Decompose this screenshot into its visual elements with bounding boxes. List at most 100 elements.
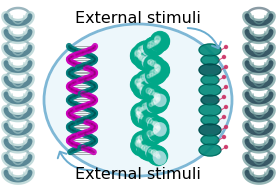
Circle shape xyxy=(131,136,150,155)
Circle shape xyxy=(140,75,146,81)
Circle shape xyxy=(153,127,159,133)
Ellipse shape xyxy=(201,115,219,125)
Circle shape xyxy=(150,70,155,76)
Circle shape xyxy=(135,140,141,146)
Circle shape xyxy=(157,125,160,129)
Circle shape xyxy=(132,132,151,151)
Circle shape xyxy=(148,149,152,153)
Circle shape xyxy=(222,95,225,98)
Circle shape xyxy=(144,85,163,104)
Ellipse shape xyxy=(201,135,219,145)
Circle shape xyxy=(149,93,168,112)
Circle shape xyxy=(155,94,160,100)
Circle shape xyxy=(150,118,169,137)
Circle shape xyxy=(148,129,160,141)
Circle shape xyxy=(148,148,160,160)
Circle shape xyxy=(153,151,158,156)
Circle shape xyxy=(149,99,161,111)
Circle shape xyxy=(153,130,157,134)
Circle shape xyxy=(149,73,153,77)
Circle shape xyxy=(154,64,158,67)
Circle shape xyxy=(146,88,152,94)
Text: External stimuli: External stimuli xyxy=(75,11,201,26)
Circle shape xyxy=(135,80,140,85)
Circle shape xyxy=(144,146,150,152)
Circle shape xyxy=(135,50,140,56)
Circle shape xyxy=(152,102,155,105)
Circle shape xyxy=(224,125,227,129)
Circle shape xyxy=(152,69,158,75)
Circle shape xyxy=(138,143,151,155)
Circle shape xyxy=(137,51,141,54)
Circle shape xyxy=(133,109,152,128)
Circle shape xyxy=(135,51,140,57)
Circle shape xyxy=(150,32,170,50)
Circle shape xyxy=(145,66,165,85)
Circle shape xyxy=(134,50,153,70)
Circle shape xyxy=(148,65,166,84)
Circle shape xyxy=(142,106,145,110)
Circle shape xyxy=(142,74,148,79)
Circle shape xyxy=(156,65,159,69)
Circle shape xyxy=(138,50,142,53)
Circle shape xyxy=(144,135,147,139)
Circle shape xyxy=(134,42,153,61)
Circle shape xyxy=(146,36,165,55)
Circle shape xyxy=(154,93,158,97)
Circle shape xyxy=(145,57,157,70)
Circle shape xyxy=(143,88,147,91)
Circle shape xyxy=(150,61,156,66)
Circle shape xyxy=(137,75,149,87)
Circle shape xyxy=(157,97,160,101)
Ellipse shape xyxy=(199,124,221,136)
Circle shape xyxy=(140,115,153,126)
Circle shape xyxy=(137,113,143,119)
Circle shape xyxy=(156,69,160,72)
Circle shape xyxy=(148,60,154,65)
Circle shape xyxy=(152,91,164,103)
Circle shape xyxy=(130,46,150,65)
Circle shape xyxy=(151,150,155,154)
Circle shape xyxy=(130,47,150,66)
Ellipse shape xyxy=(201,95,219,105)
Circle shape xyxy=(146,146,158,159)
Circle shape xyxy=(149,123,168,142)
Circle shape xyxy=(134,80,146,92)
Text: External stimuli: External stimuli xyxy=(75,167,201,182)
Circle shape xyxy=(137,54,141,58)
Circle shape xyxy=(144,116,150,122)
Circle shape xyxy=(154,123,166,135)
Circle shape xyxy=(151,121,154,124)
Circle shape xyxy=(140,78,143,82)
Circle shape xyxy=(157,155,160,159)
Circle shape xyxy=(143,126,161,145)
Circle shape xyxy=(153,67,165,79)
Circle shape xyxy=(154,152,166,164)
Circle shape xyxy=(153,62,165,74)
Circle shape xyxy=(155,40,159,44)
Circle shape xyxy=(154,66,166,78)
Circle shape xyxy=(137,142,149,154)
Circle shape xyxy=(224,85,227,88)
Circle shape xyxy=(156,154,160,157)
Circle shape xyxy=(147,145,166,164)
Circle shape xyxy=(138,55,144,60)
Circle shape xyxy=(144,72,156,84)
Circle shape xyxy=(140,128,159,146)
Circle shape xyxy=(134,138,146,150)
Circle shape xyxy=(148,42,153,47)
Circle shape xyxy=(131,104,150,123)
Circle shape xyxy=(138,99,157,118)
Circle shape xyxy=(134,108,146,121)
Circle shape xyxy=(153,122,157,125)
Circle shape xyxy=(148,89,154,95)
Circle shape xyxy=(154,126,160,132)
Circle shape xyxy=(139,84,145,90)
Circle shape xyxy=(132,137,151,156)
Circle shape xyxy=(137,105,149,117)
Circle shape xyxy=(138,113,150,125)
Circle shape xyxy=(141,56,147,62)
Circle shape xyxy=(145,102,150,108)
Circle shape xyxy=(135,48,147,60)
Circle shape xyxy=(150,122,169,141)
